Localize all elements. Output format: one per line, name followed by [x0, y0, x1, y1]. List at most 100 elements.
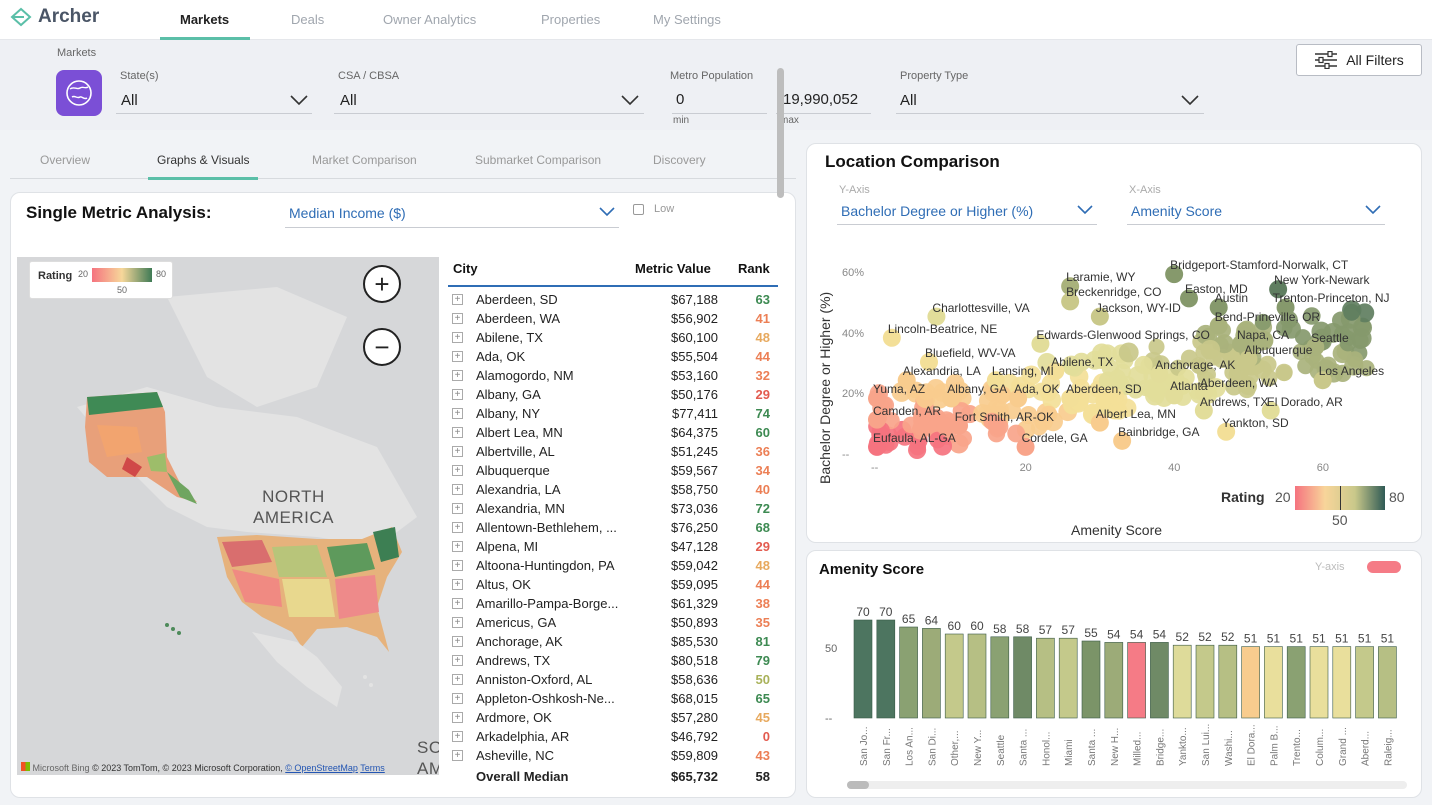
scatter-point[interactable]: [1323, 322, 1344, 343]
table-row[interactable]: + Appleton-Oshkosh-Ne... $68,015 65: [448, 689, 778, 708]
table-row[interactable]: + Alexandria, MN $73,036 72: [448, 499, 778, 518]
expand-plus-icon[interactable]: +: [452, 427, 463, 438]
scatter-point-labeled[interactable]: [1232, 334, 1250, 353]
amenity-bar[interactable]: [899, 626, 918, 719]
scatter-point[interactable]: [990, 417, 1009, 436]
scatter-point[interactable]: [1351, 328, 1372, 349]
table-row[interactable]: + Ada, OK $55,504 44: [448, 347, 778, 366]
table-row[interactable]: + Albany, GA $50,176 29: [448, 385, 778, 404]
csa-chevron-down-icon[interactable]: [621, 94, 639, 106]
amenity-bar[interactable]: [1104, 642, 1124, 719]
expand-plus-icon[interactable]: +: [452, 370, 463, 381]
expand-plus-icon[interactable]: +: [452, 465, 463, 476]
scatter-point-labeled[interactable]: [868, 389, 886, 408]
expand-plus-icon[interactable]: +: [452, 503, 463, 514]
table-row[interactable]: + Altoona-Huntingdon, PA $59,042 48: [448, 556, 778, 575]
subtab-overview[interactable]: Overview: [40, 153, 91, 167]
amenity-bar[interactable]: [1036, 637, 1055, 719]
terms-link[interactable]: Terms: [360, 763, 385, 773]
expand-plus-icon[interactable]: +: [452, 560, 463, 571]
table-row[interactable]: + Alpena, MI $47,128 29: [448, 537, 778, 556]
scatter-point-labeled[interactable]: [1180, 289, 1198, 308]
amenity-bar-chart[interactable]: 50 -- 70 San Jo... 70 San Fr... 65 Los An... 64 S…: [807, 551, 1422, 798]
scatter-point-labeled[interactable]: [1194, 383, 1213, 402]
amenity-bar[interactable]: [1309, 646, 1329, 719]
scatter-point-labeled[interactable]: [1209, 298, 1228, 317]
scatter-point[interactable]: [1297, 357, 1314, 375]
y-axis-dropdown[interactable]: Bachelor Degree or Higher (%): [837, 199, 1097, 225]
amenity-bar[interactable]: [1081, 640, 1101, 719]
amenity-bar[interactable]: [1150, 642, 1169, 719]
subtab-graphs-visuals[interactable]: Graphs & Visuals: [157, 153, 250, 167]
scatter-point[interactable]: [978, 391, 998, 411]
table-row[interactable]: + Albert Lea, MN $64,375 60: [448, 423, 778, 442]
table-row[interactable]: + Aberdeen, SD $67,188 63: [448, 290, 778, 309]
scatter-point[interactable]: [1346, 351, 1364, 368]
table-row[interactable]: + Ardmore, OK $57,280 45: [448, 708, 778, 727]
scatter-point[interactable]: [1097, 344, 1117, 364]
scatter-point[interactable]: [1239, 375, 1257, 394]
scatter-point-labeled[interactable]: [1061, 277, 1080, 296]
scatter-point[interactable]: [1145, 386, 1165, 406]
table-row[interactable]: + Arkadelphia, AR $46,792 0: [448, 727, 778, 746]
amenity-bar[interactable]: [1013, 636, 1032, 719]
amenity-bar[interactable]: [967, 633, 987, 719]
subtab-discovery[interactable]: Discovery: [653, 153, 706, 167]
scatter-point-labeled[interactable]: [868, 437, 886, 456]
table-row[interactable]: + Anchorage, AK $85,530 81: [448, 632, 778, 651]
property-type-chevron-down-icon[interactable]: [1181, 94, 1199, 106]
scatter-point-labeled[interactable]: [1165, 265, 1184, 284]
scatter-point-labeled[interactable]: [1165, 386, 1184, 405]
amenity-bar[interactable]: [1058, 637, 1078, 719]
states-chevron-down-icon[interactable]: [290, 94, 308, 106]
nav-tab-properties[interactable]: Properties: [541, 12, 601, 27]
nav-tab-owner-analytics[interactable]: Owner Analytics: [383, 12, 477, 27]
scatter-point-labeled[interactable]: [1269, 280, 1288, 299]
pop-min-input[interactable]: 0: [676, 91, 685, 108]
table-row[interactable]: + Albertville, AL $51,245 36: [448, 442, 778, 461]
scatter-point[interactable]: [1224, 364, 1241, 381]
chart-horizontal-scrollbar[interactable]: [847, 781, 1407, 789]
expand-plus-icon[interactable]: +: [452, 484, 463, 495]
scatter-point-labeled[interactable]: [1306, 337, 1325, 356]
csa-select[interactable]: All: [340, 92, 357, 109]
scatter-point[interactable]: [902, 416, 919, 434]
expand-plus-icon[interactable]: +: [452, 294, 463, 305]
amenity-bar[interactable]: [1378, 646, 1397, 719]
low-checkbox[interactable]: [633, 204, 644, 215]
pop-max-input[interactable]: 19,990,052: [783, 91, 859, 108]
expand-plus-icon[interactable]: +: [452, 693, 463, 704]
expand-plus-icon[interactable]: +: [452, 522, 463, 533]
scatter-point-labeled[interactable]: [1113, 431, 1132, 450]
scatter-point[interactable]: [1098, 371, 1118, 391]
amenity-bar[interactable]: [944, 633, 964, 719]
scatter-point[interactable]: [1105, 402, 1123, 420]
openstreetmap-link[interactable]: © OpenStreetMap: [285, 763, 358, 773]
scatter-point-labeled[interactable]: [920, 353, 938, 372]
amenity-bar[interactable]: [922, 628, 941, 719]
scatter-point-labeled[interactable]: [1217, 422, 1236, 441]
chart-scrollbar-thumb[interactable]: [847, 781, 869, 789]
scatter-point-labeled[interactable]: [1239, 350, 1258, 369]
expand-plus-icon[interactable]: +: [452, 351, 463, 362]
all-filters-button[interactable]: All Filters: [1296, 44, 1422, 76]
scatter-point-labeled[interactable]: [1194, 401, 1213, 420]
app-logo[interactable]: Archer: [10, 6, 99, 28]
scatter-point[interactable]: [1190, 357, 1208, 374]
expand-plus-icon[interactable]: +: [452, 598, 463, 609]
scatter-point-labeled[interactable]: [882, 328, 901, 347]
expand-plus-icon[interactable]: +: [452, 579, 463, 590]
table-row[interactable]: + Alexandria, LA $58,750 40: [448, 480, 778, 499]
scatter-point[interactable]: [1134, 355, 1153, 375]
scatter-point[interactable]: [1108, 388, 1125, 405]
scatter-point-labeled[interactable]: [868, 410, 886, 429]
table-row[interactable]: + Aberdeen, WA $56,902 41: [448, 309, 778, 328]
nav-tab-markets[interactable]: Markets: [180, 12, 230, 27]
col-header-city[interactable]: City: [453, 261, 478, 276]
property-type-select[interactable]: All: [900, 92, 917, 109]
scatter-point-labeled[interactable]: [1150, 365, 1169, 384]
scatter-point[interactable]: [1200, 339, 1221, 360]
amenity-bar[interactable]: [853, 619, 873, 719]
table-row[interactable]: + Albany, NY $77,411 74: [448, 404, 778, 423]
scatter-point-labeled[interactable]: [1261, 401, 1280, 420]
